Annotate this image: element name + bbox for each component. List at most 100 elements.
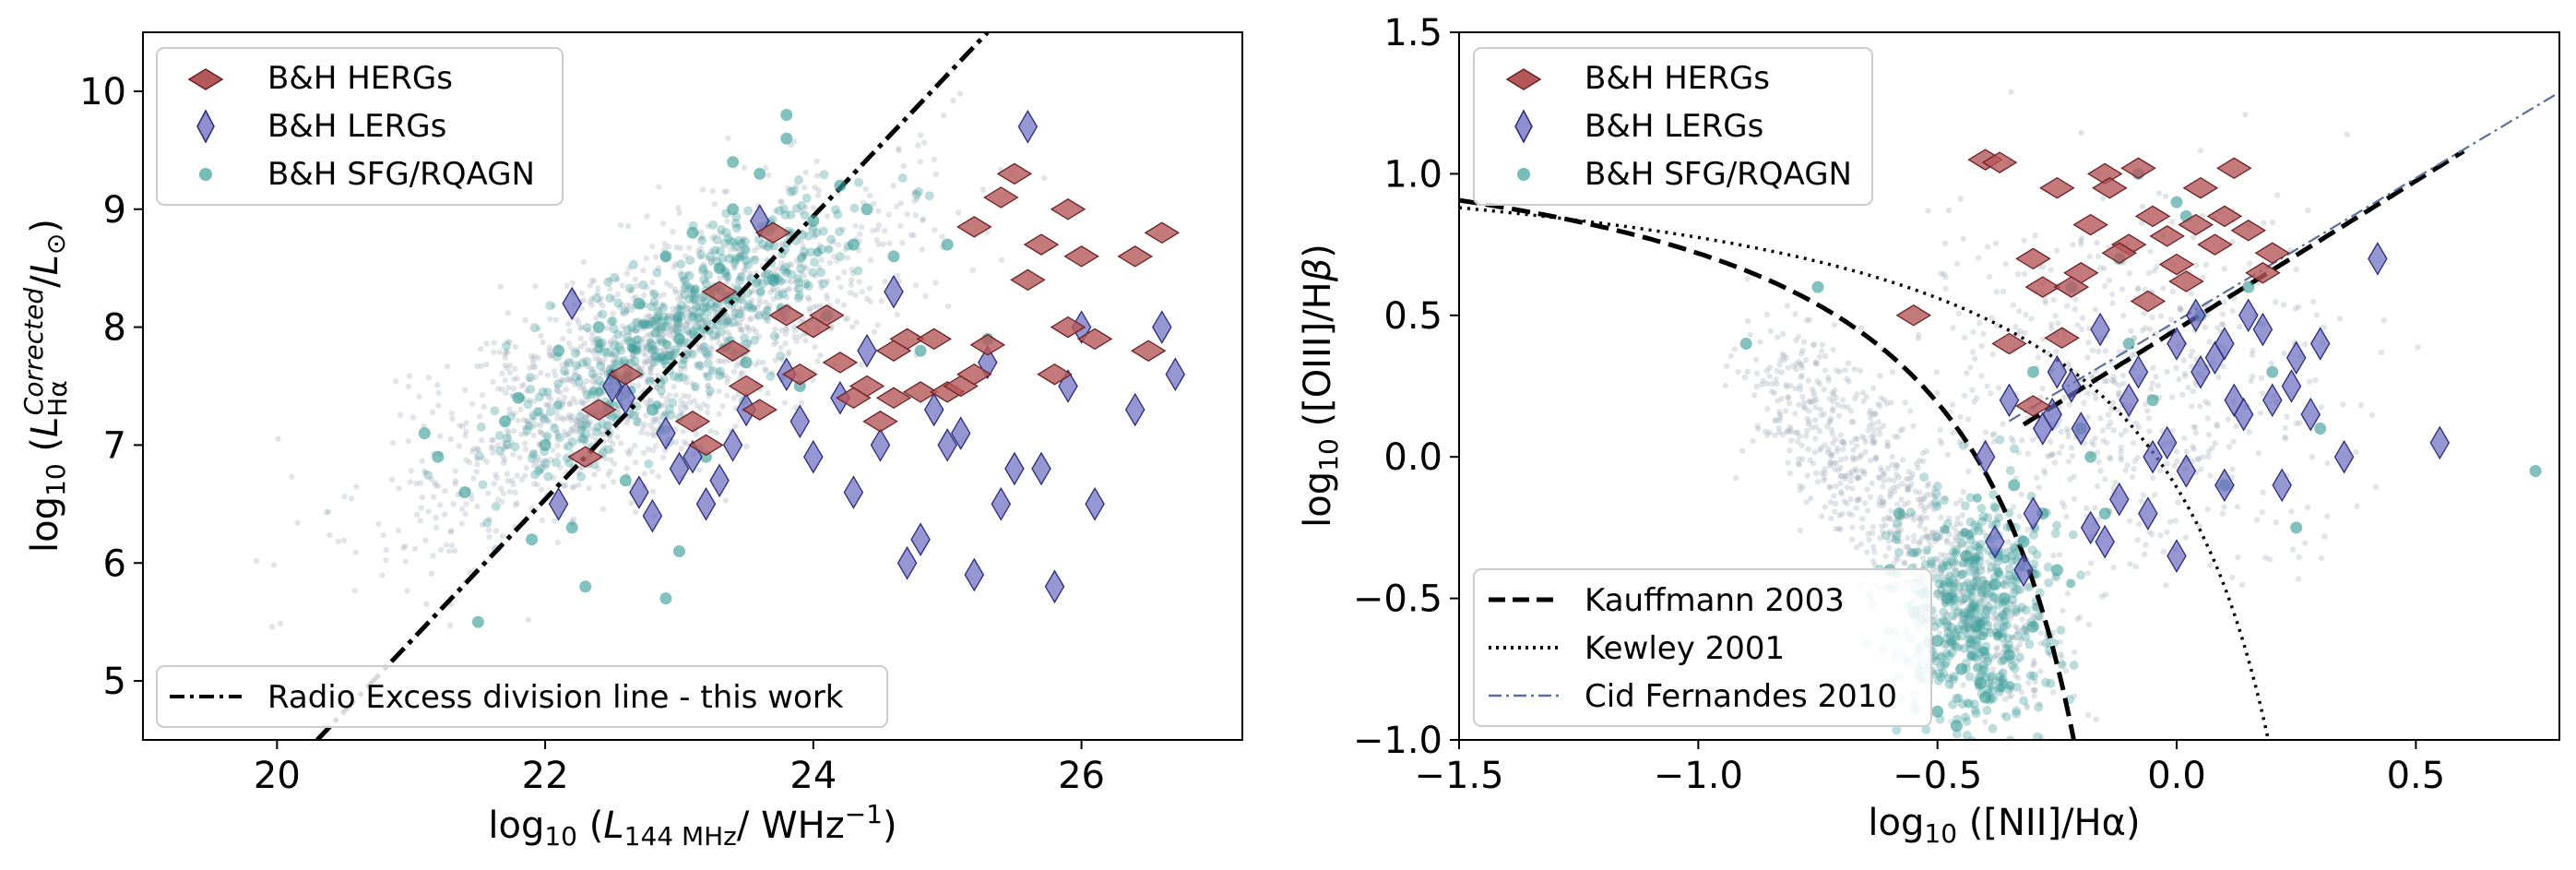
background-point — [748, 256, 754, 263]
background-point — [1872, 411, 1879, 417]
sfg-rqagn-point — [471, 615, 484, 628]
background-point — [634, 411, 640, 417]
background-point — [277, 620, 284, 627]
lerg-point — [1044, 569, 1065, 604]
background-point — [1803, 499, 1810, 506]
background-point — [719, 372, 726, 378]
density-point — [582, 323, 592, 332]
background-point — [2190, 446, 2197, 452]
background-point — [520, 381, 528, 387]
background-point — [1953, 612, 1960, 618]
background-point — [730, 395, 738, 401]
background-point — [1799, 347, 1806, 353]
background-point — [917, 159, 923, 165]
background-point — [1993, 630, 2000, 637]
background-point — [570, 395, 576, 402]
background-point — [417, 480, 424, 486]
density-point — [526, 384, 536, 394]
background-point — [1818, 411, 1824, 419]
background-point — [739, 370, 745, 376]
background-point — [2318, 554, 2325, 562]
density-point — [662, 340, 672, 350]
density-point — [570, 349, 580, 358]
background-point — [755, 359, 762, 365]
background-point — [681, 400, 688, 407]
background-point — [1946, 515, 1953, 521]
background-point — [532, 363, 539, 370]
density-point — [730, 219, 741, 229]
background-point — [793, 257, 800, 264]
background-point — [2058, 428, 2065, 435]
background-point — [1804, 428, 1810, 435]
background-point — [765, 305, 771, 312]
background-point — [1849, 457, 1857, 463]
density-point — [632, 401, 642, 411]
background-point — [763, 317, 770, 324]
background-point — [2099, 427, 2107, 434]
density-point — [474, 450, 484, 460]
background-point — [1887, 530, 1894, 537]
background-point — [1877, 373, 1883, 379]
density-point — [1998, 628, 2008, 638]
background-point — [724, 378, 730, 386]
background-point — [552, 518, 558, 524]
background-point — [706, 393, 712, 399]
density-point — [2014, 652, 2024, 662]
background-point — [1784, 428, 1790, 435]
background-point — [655, 372, 661, 379]
background-point — [700, 342, 707, 350]
density-point — [739, 251, 749, 261]
background-point — [2045, 641, 2051, 648]
density-point — [741, 245, 751, 256]
background-point — [2048, 438, 2054, 445]
background-point — [669, 315, 675, 321]
density-point — [1993, 566, 2003, 577]
background-point — [1825, 446, 1832, 452]
background-point — [685, 329, 692, 336]
background-point — [692, 385, 698, 391]
background-point — [665, 312, 671, 318]
density-point — [2003, 633, 2013, 643]
background-point — [644, 375, 651, 383]
background-point — [1916, 547, 1922, 554]
background-point — [534, 454, 541, 460]
herg-point — [715, 340, 751, 362]
background-point — [839, 226, 847, 232]
density-point — [608, 316, 618, 326]
background-point — [491, 349, 497, 355]
background-point — [1870, 432, 1878, 438]
background-point — [781, 287, 788, 293]
herg-point — [1023, 233, 1060, 256]
density-point — [552, 401, 562, 411]
density-point — [661, 322, 671, 332]
background-point — [531, 353, 539, 360]
background-point — [755, 333, 763, 340]
background-point — [1779, 351, 1787, 357]
background-point — [668, 282, 674, 289]
background-point — [1852, 456, 1859, 462]
density-point — [718, 253, 728, 263]
background-point — [856, 279, 862, 285]
background-point — [731, 265, 738, 271]
density-point — [574, 376, 584, 387]
background-point — [1846, 510, 1853, 517]
background-point — [632, 459, 639, 466]
background-point — [677, 370, 683, 377]
background-point — [570, 516, 577, 522]
density-point — [736, 272, 746, 281]
background-point — [1870, 421, 1877, 427]
background-point — [433, 524, 440, 530]
background-point — [2056, 449, 2062, 457]
background-point — [502, 457, 508, 463]
density-point — [2049, 638, 2060, 649]
background-point — [763, 314, 769, 320]
background-point — [529, 450, 536, 457]
background-point — [596, 372, 602, 378]
background-point — [566, 328, 573, 334]
background-point — [764, 245, 771, 252]
background-point — [405, 437, 412, 445]
herg-point — [2168, 270, 2204, 292]
background-point — [523, 387, 530, 394]
density-point — [633, 335, 643, 345]
background-point — [1998, 652, 2004, 659]
